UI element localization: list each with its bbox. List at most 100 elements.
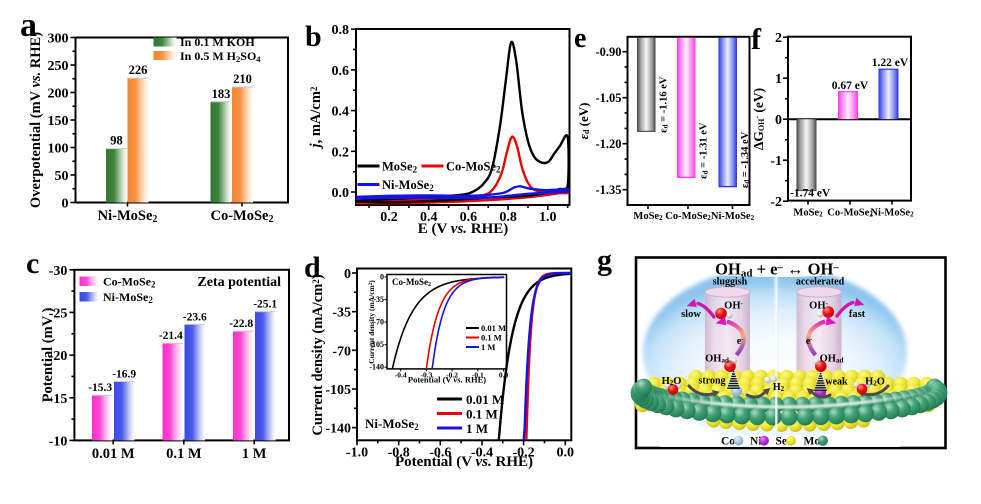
svg-text:100: 100	[48, 142, 69, 157]
svg-text:weak: weak	[825, 377, 848, 388]
svg-text:200: 200	[48, 87, 69, 102]
svg-text:0: 0	[62, 197, 69, 212]
svg-text:OH-: OH-	[724, 300, 743, 312]
svg-text:Ni: Ni	[750, 436, 762, 448]
svg-text:MoSe2: MoSe2	[382, 160, 418, 175]
svg-text:-23.6: -23.6	[183, 311, 207, 323]
svg-text:Mo: Mo	[804, 436, 821, 448]
svg-text:e: e	[574, 23, 586, 54]
svg-text:Potential (mV ): Potential (mV )	[40, 307, 56, 402]
svg-text:1: 1	[775, 72, 782, 87]
svg-text:f: f	[751, 23, 762, 56]
svg-text:0: 0	[344, 267, 351, 282]
svg-text:0.2: 0.2	[380, 210, 398, 225]
svg-text:0.0: 0.0	[332, 186, 350, 201]
svg-text:Ni-MoSe2: Ni-MoSe2	[870, 208, 914, 219]
svg-text:210: 210	[233, 72, 252, 86]
svg-text:0.2: 0.2	[332, 145, 350, 160]
svg-text:-1.20: -1.20	[595, 137, 621, 151]
svg-text:slow: slow	[681, 309, 701, 320]
svg-text:-105: -105	[369, 340, 384, 349]
svg-text:Potential (V vs. RHE): Potential (V vs. RHE)	[408, 375, 486, 385]
svg-text:e-: e-	[737, 336, 744, 347]
svg-text:strong: strong	[698, 376, 725, 387]
svg-text:-0.2: -0.2	[513, 445, 535, 460]
svg-text:H2O: H2O	[865, 377, 885, 388]
svg-text:Co-MoSe2: Co-MoSe2	[392, 277, 431, 288]
svg-text:-1.05: -1.05	[595, 91, 621, 105]
svg-text:-21.4: -21.4	[159, 330, 183, 342]
svg-text:0.67 eV: 0.67 eV	[832, 80, 869, 92]
svg-text:-140: -140	[325, 422, 351, 437]
svg-text:0.01 M: 0.01 M	[481, 323, 506, 333]
svg-text:Se: Se	[776, 436, 788, 448]
svg-text:e-: e-	[806, 336, 813, 347]
svg-text:-105: -105	[325, 383, 351, 398]
svg-text:MoSe2: MoSe2	[793, 208, 823, 219]
svg-text:-25: -25	[49, 306, 68, 321]
svg-text:-2: -2	[770, 195, 782, 210]
svg-text:-0.8: -0.8	[388, 445, 410, 460]
svg-text:-15: -15	[49, 392, 68, 407]
svg-text:183: 183	[212, 87, 231, 101]
svg-text:-0.4: -0.4	[395, 370, 407, 379]
svg-text:ΔGOH- (eV): ΔGOH- (eV)	[751, 88, 766, 150]
svg-text:Zeta potential: Zeta potential	[197, 275, 281, 290]
svg-text:-0.3: -0.3	[420, 370, 432, 379]
svg-text:Ni-MoSe2: Ni-MoSe2	[98, 208, 158, 225]
svg-text:εd = -1.34 eV: εd = -1.34 eV	[740, 131, 751, 188]
svg-text:0.1 M: 0.1 M	[166, 446, 202, 462]
svg-text:fast: fast	[849, 309, 866, 320]
svg-text:Co-MoSe2: Co-MoSe2	[446, 160, 501, 175]
svg-text:-0.4: -0.4	[471, 445, 493, 460]
svg-text:OHad: OHad	[820, 354, 844, 365]
svg-text:0.6: 0.6	[332, 64, 350, 79]
svg-text:-25.1: -25.1	[253, 299, 277, 311]
svg-text:-1.74 eV: -1.74 eV	[790, 188, 831, 200]
svg-text:-140: -140	[369, 363, 384, 372]
svg-text:0.4: 0.4	[332, 105, 350, 120]
svg-text:0.0: 0.0	[557, 445, 575, 460]
svg-text:-0.2: -0.2	[446, 370, 458, 379]
svg-text:In 0.1 M KOH: In 0.1 M KOH	[180, 35, 255, 49]
svg-text:accelerated: accelerated	[796, 277, 845, 288]
svg-text:g: g	[597, 244, 612, 277]
svg-text:-22.8: -22.8	[229, 318, 253, 330]
svg-text:εd (eV): εd (eV)	[576, 103, 591, 140]
svg-text:-15.3: -15.3	[88, 382, 112, 394]
svg-text:sluggish: sluggish	[713, 277, 748, 288]
svg-text:-70: -70	[373, 318, 384, 327]
svg-text:0.01 M: 0.01 M	[92, 446, 135, 462]
svg-text:OHad: OHad	[705, 354, 729, 365]
svg-text:a: a	[20, 7, 37, 44]
svg-text:300: 300	[48, 32, 69, 47]
svg-text:Co: Co	[721, 436, 735, 448]
svg-text:Co-MoSe2: Co-MoSe2	[827, 208, 873, 219]
svg-text:-0.6: -0.6	[429, 445, 451, 460]
svg-text:0.1 M: 0.1 M	[481, 333, 502, 343]
svg-text:-1.35: -1.35	[595, 183, 621, 197]
svg-text:-35: -35	[332, 306, 351, 321]
svg-text:εd = -1.16 eV: εd = -1.16 eV	[659, 76, 670, 133]
svg-text:0.1 M: 0.1 M	[466, 407, 498, 422]
svg-text:-20: -20	[49, 349, 68, 364]
svg-text:2: 2	[775, 31, 782, 46]
svg-text:-0.90: -0.90	[595, 45, 621, 59]
svg-text:226: 226	[129, 63, 148, 77]
svg-text:MoSe2: MoSe2	[633, 211, 663, 222]
svg-text:H2O: H2O	[662, 376, 682, 387]
svg-text:Current density (mA/cm2): Current density (mA/cm2)	[367, 280, 376, 364]
svg-text:1.0: 1.0	[539, 210, 557, 225]
svg-text:E (V vs. RHE): E (V vs. RHE)	[418, 221, 509, 237]
svg-text:Co-MoSe2: Co-MoSe2	[665, 211, 711, 222]
svg-text:1 M: 1 M	[242, 446, 267, 462]
svg-text:-70: -70	[332, 344, 351, 359]
svg-text:In 0.5 M H2SO4: In 0.5 M H2SO4	[180, 49, 261, 64]
svg-text:Co-MoSe2: Co-MoSe2	[103, 275, 156, 290]
svg-text:-10: -10	[49, 434, 68, 449]
svg-text:-16.9: -16.9	[112, 369, 136, 381]
svg-text:Overpotential (mV vs. RHE): Overpotential (mV vs. RHE)	[28, 32, 44, 208]
svg-text:Ni-MoSe2: Ni-MoSe2	[365, 416, 419, 432]
svg-text:0.01 M: 0.01 M	[466, 392, 504, 407]
svg-text:0.4: 0.4	[420, 210, 438, 225]
